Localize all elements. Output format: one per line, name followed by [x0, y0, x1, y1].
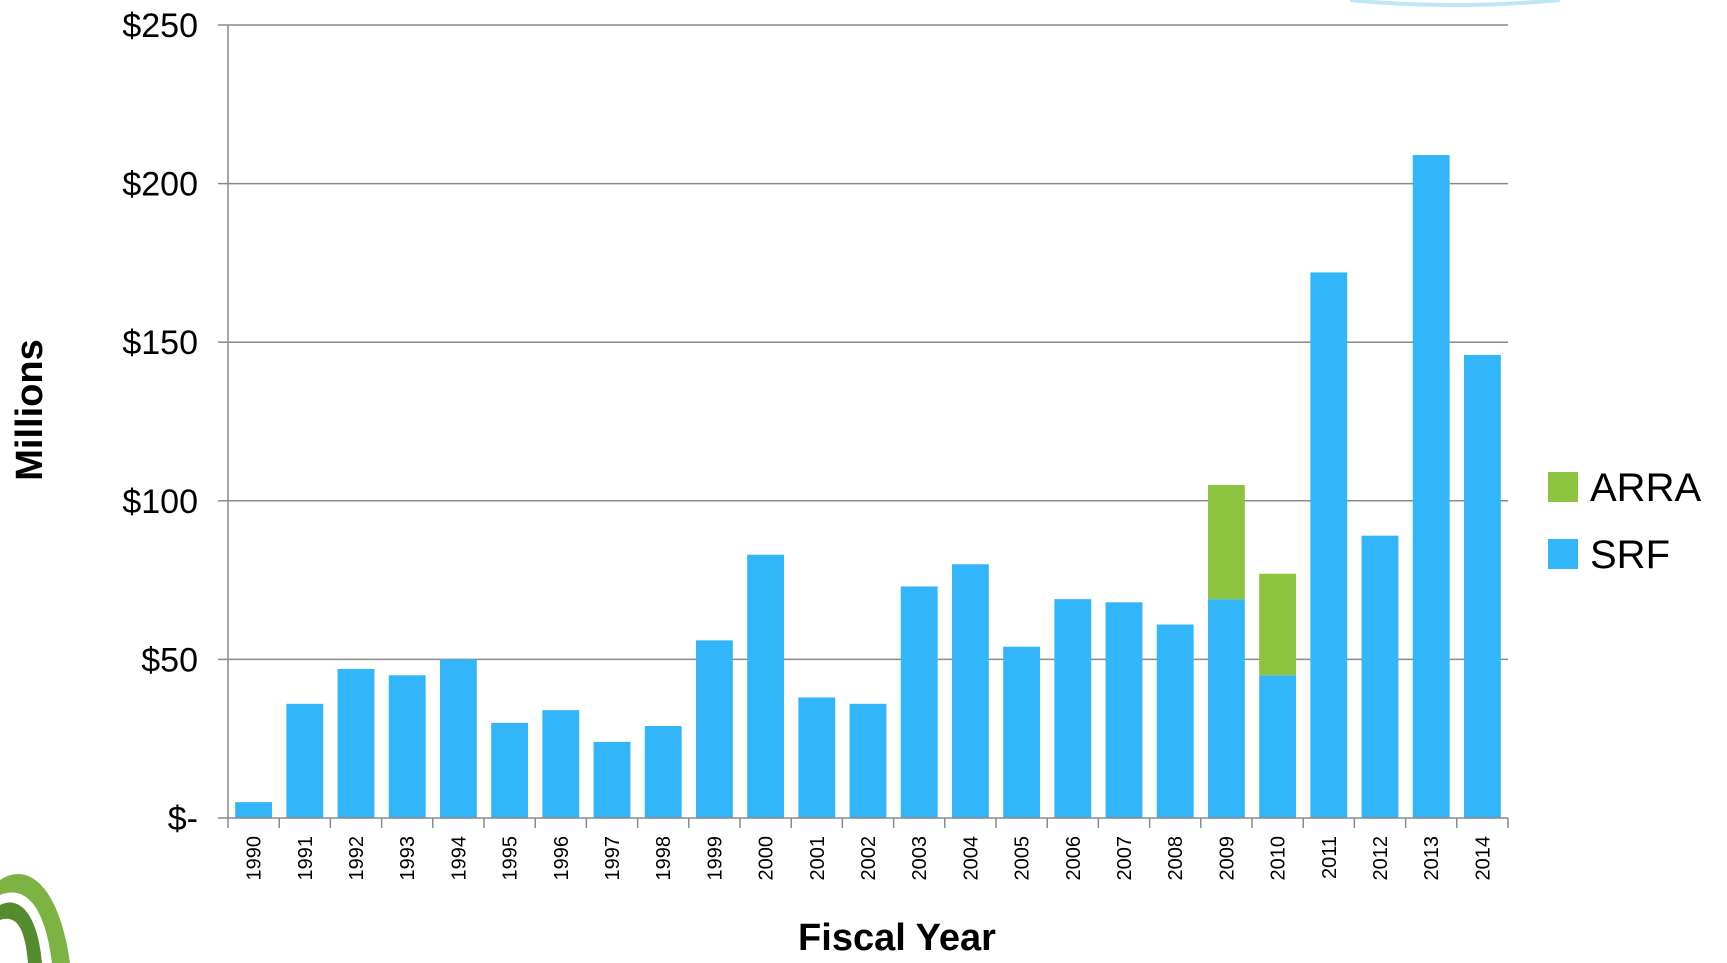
bar-srf-2006 — [1054, 599, 1092, 818]
x-tick-label: 2010 — [1268, 836, 1290, 881]
logo-swoosh-icon — [0, 873, 70, 963]
bar-srf-1998 — [644, 726, 682, 818]
y-axis-title: Millions — [9, 339, 51, 480]
x-tick-label: 2011 — [1319, 836, 1341, 879]
x-tick-label: 1991 — [295, 836, 317, 881]
bar-srf-1990 — [235, 802, 273, 818]
x-axis-title: Fiscal Year — [798, 917, 996, 959]
bar-arra-2009 — [1207, 484, 1245, 600]
bar-srf-2008 — [1156, 624, 1194, 818]
bar-arra-2010 — [1259, 573, 1297, 676]
x-tick-label: 1998 — [653, 836, 675, 881]
decorative-arc — [1349, 0, 1561, 7]
bar-srf-2013 — [1412, 155, 1450, 818]
bar-srf-1997 — [593, 741, 631, 818]
bar-srf-2007 — [1105, 602, 1143, 818]
bar-srf-2002 — [849, 703, 887, 818]
x-tick-label: 2006 — [1063, 836, 1085, 881]
legend-swatch-srf — [1548, 539, 1578, 569]
y-tick-labels: $- $50 $100 $150 $200 $250 — [122, 7, 198, 838]
bar-srf-1993 — [388, 675, 426, 818]
x-tick-labels: 1990 1991 1992 1993 1994 1995 1996 1997 1998 1999… — [244, 836, 1495, 881]
bar-srf-2009 — [1207, 599, 1245, 818]
bar-srf-2012 — [1361, 535, 1399, 818]
bar-srf-2001 — [798, 697, 836, 818]
x-tick-label: 2009 — [1216, 836, 1238, 881]
x-tick-label: 1993 — [397, 836, 419, 881]
x-tick-label: 1999 — [704, 836, 726, 881]
y-tick-label: $- — [168, 800, 198, 838]
legend-label-arra: ARRA — [1590, 466, 1701, 510]
bar-srf-2004 — [951, 564, 989, 818]
x-tick-label: 1997 — [602, 836, 624, 881]
x-tick-label: 1990 — [244, 836, 266, 881]
x-tick-label: 2008 — [1165, 836, 1187, 881]
bar-srf-2003 — [900, 586, 938, 818]
axes — [227, 25, 1508, 819]
bar-srf-1999 — [695, 640, 733, 818]
x-tick-label: 2003 — [909, 836, 931, 881]
y-tick-label: $100 — [122, 483, 198, 521]
bar-srf-2010 — [1259, 675, 1297, 818]
legend-label-srf: SRF — [1590, 533, 1670, 577]
bar-srf-2005 — [1003, 646, 1041, 818]
x-tick-label: 2004 — [960, 836, 982, 881]
x-tick-label: 2000 — [756, 836, 778, 881]
bar-srf-1995 — [491, 722, 529, 818]
bar-srf-1992 — [337, 668, 375, 818]
x-tick-label: 2013 — [1421, 836, 1443, 881]
legend-swatch-arra — [1548, 472, 1578, 502]
bar-srf-2011 — [1310, 272, 1348, 818]
bar-srf-2014 — [1463, 354, 1501, 818]
y-tick-label: $50 — [141, 641, 198, 679]
bar-srf-1996 — [542, 710, 580, 818]
bar-srf-1991 — [286, 703, 324, 818]
x-tick-label: 1995 — [500, 836, 522, 881]
x-tick-label: 1996 — [551, 836, 573, 881]
x-tick-label: 2002 — [858, 836, 880, 881]
legend: ARRA SRF — [1548, 466, 1701, 577]
y-tick-label: $150 — [122, 324, 198, 362]
bar-srf-1994 — [439, 659, 477, 818]
x-tick-label: 2005 — [1012, 836, 1034, 881]
bars — [235, 155, 1501, 818]
x-tick-label: 2007 — [1114, 836, 1136, 881]
x-tick-label: 2012 — [1370, 836, 1392, 881]
bar-srf-2000 — [747, 554, 785, 818]
y-tick-label: $250 — [122, 7, 198, 45]
x-tick-label: 2014 — [1472, 836, 1494, 881]
x-tick-label: 2001 — [807, 836, 829, 881]
x-tick-label: 1992 — [346, 836, 368, 881]
x-tick-label: 1994 — [448, 836, 470, 881]
y-tick-label: $200 — [122, 166, 198, 204]
